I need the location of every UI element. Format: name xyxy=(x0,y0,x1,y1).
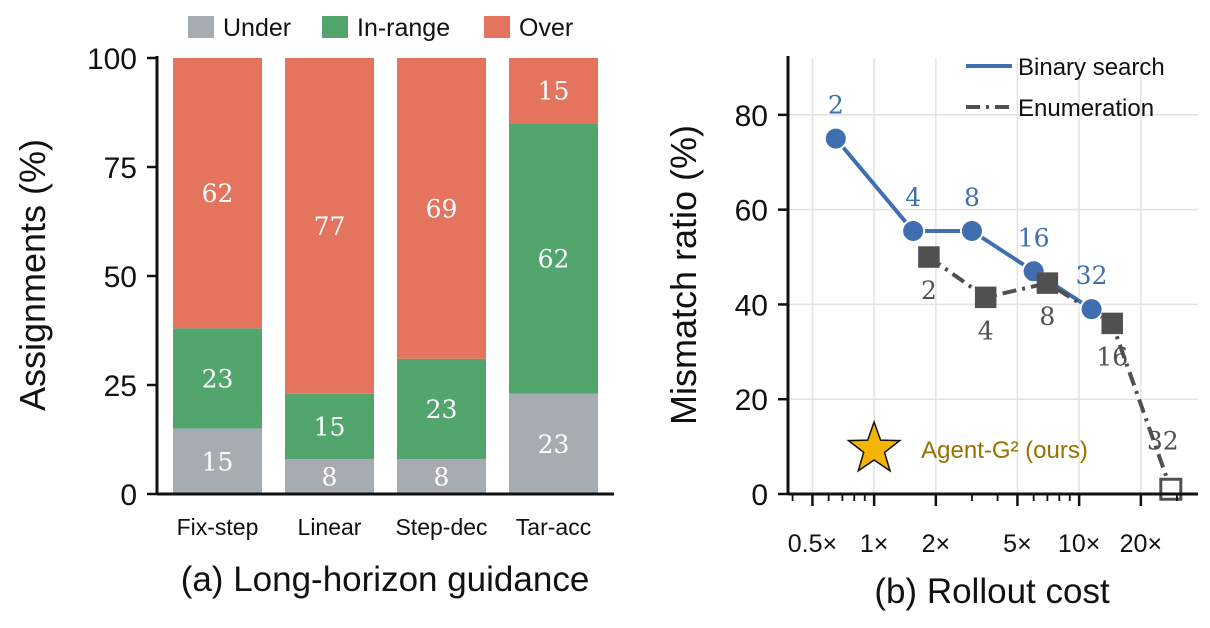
bar-value-label: 23 xyxy=(538,430,570,459)
x-tick-label: 0.5× xyxy=(788,530,837,558)
legend-b: Binary search Enumeration xyxy=(966,54,1165,122)
bar-under-step-dec xyxy=(397,459,486,494)
x-tick-label: Linear xyxy=(298,514,362,540)
legend-label: In-range xyxy=(357,14,450,42)
point-enumeration xyxy=(1036,272,1059,294)
y-tick-label: 0 xyxy=(751,479,768,512)
bar-value-label: 15 xyxy=(202,447,234,476)
bar-value-label: 15 xyxy=(538,77,570,106)
x-tick-label: 2× xyxy=(922,530,951,558)
point-label: 16 xyxy=(1096,342,1128,371)
legend-swatch-under xyxy=(188,16,214,38)
bar-over-fix-step xyxy=(173,58,262,329)
x-tick-label: 1× xyxy=(860,530,889,558)
bar-in-range-fix-step xyxy=(173,328,262,429)
bar-under-tar-acc xyxy=(509,393,598,494)
annotation-label: Agent-G² (ours) xyxy=(921,437,1088,464)
point-enumeration xyxy=(1101,312,1123,335)
x-ticks-b: 0.5× 1× 2× 5× 10× 20× xyxy=(788,494,1178,558)
point-label: 32 xyxy=(1147,426,1179,455)
x-tick-label: 10× xyxy=(1058,530,1100,558)
y-tick-label: 75 xyxy=(104,152,137,185)
bar-in-range-step-dec xyxy=(397,358,486,460)
y-tick-label: 100 xyxy=(87,43,137,76)
x-tick-label: Tar-acc xyxy=(516,514,591,540)
point-label: 16 xyxy=(1018,223,1050,252)
legend-label: Under xyxy=(223,14,291,42)
x-tick-label: Fix-step xyxy=(177,514,259,540)
y-tick-label: 0 xyxy=(120,479,137,512)
plot-area-b: 2 4 8 16 32 2 4 8 16 32 xyxy=(823,91,1183,501)
bar-value-label: 15 xyxy=(314,412,346,441)
y-tick-label: 20 xyxy=(735,384,768,417)
x-tick-label: 20× xyxy=(1120,530,1162,558)
bar-value-label: 23 xyxy=(426,395,458,424)
point-label: 4 xyxy=(905,183,921,212)
point-binary-search xyxy=(1079,297,1104,322)
bar-value-label: 8 xyxy=(322,463,338,492)
annotation-b: Agent-G² (ours) xyxy=(846,419,1088,473)
y-tick-label: 25 xyxy=(104,370,137,403)
y-tick-label: 80 xyxy=(735,100,768,133)
y-axis-label-b: Mismatch ratio (%) xyxy=(663,125,704,425)
point-label: 2 xyxy=(828,91,844,120)
bar-value-label: 8 xyxy=(434,463,450,492)
panel-a: 15 23 62 8 15 77 8 23 69 23 62 15 0 25 50 75 100 Fix-st… xyxy=(12,14,614,599)
star-icon xyxy=(846,419,902,473)
legend-label: Binary search xyxy=(1018,54,1165,81)
y-axis-label-a: Assignments (%) xyxy=(12,139,53,411)
bar-under-fix-step xyxy=(173,428,262,494)
x-tick-label: Step-dec xyxy=(395,514,487,540)
point-label: 8 xyxy=(964,183,980,212)
legend-label: Over xyxy=(519,14,573,42)
caption-b: (b) Rollout cost xyxy=(874,572,1110,611)
legend-swatch-over xyxy=(484,16,510,38)
point-binary-search xyxy=(959,218,984,243)
point-label: 4 xyxy=(978,316,994,345)
bar-in-range-tar-acc xyxy=(509,123,598,394)
series-line-enumeration xyxy=(927,255,1173,490)
grid-b xyxy=(788,58,1198,494)
bar-over-tar-acc xyxy=(509,58,598,124)
point-label: 2 xyxy=(921,276,937,305)
y-ticks-b: 0 20 40 60 80 xyxy=(735,100,788,512)
bar-in-range-linear xyxy=(285,393,374,460)
y-tick-label: 40 xyxy=(735,289,768,322)
y-tick-label: 50 xyxy=(104,261,137,294)
legend-label: Enumeration xyxy=(1018,95,1154,122)
bar-value-label: 69 xyxy=(426,194,458,223)
bar-value-label: 77 xyxy=(314,212,346,241)
bar-value-label: 23 xyxy=(202,364,234,393)
y-ticks-a: 0 25 50 75 100 xyxy=(87,43,157,512)
point-enumeration xyxy=(974,286,997,309)
bar-value-label: 62 xyxy=(538,245,570,274)
y-tick-label: 60 xyxy=(735,195,768,228)
point-binary-search xyxy=(901,218,926,243)
point-binary-search xyxy=(823,126,848,151)
point-enumeration xyxy=(918,246,940,268)
point-label: 8 xyxy=(1039,302,1055,331)
caption-a: (a) Long-horizon guidance xyxy=(181,560,590,599)
legend-swatch-in-range xyxy=(322,16,348,38)
bar-under-linear xyxy=(285,459,374,494)
x-tick-label: 5× xyxy=(1003,530,1032,558)
bar-area-a: 15 23 62 8 15 77 8 23 69 23 62 15 xyxy=(173,58,598,494)
legend-a: Under In-range Over xyxy=(188,14,573,42)
panel-b: 2 4 8 16 32 2 4 8 16 32 0 20 40 60 80 0.5× 1× 2× 5× 10× 20… xyxy=(663,54,1198,611)
bar-over-step-dec xyxy=(397,58,486,359)
point-label: 32 xyxy=(1076,261,1108,290)
bar-over-linear xyxy=(285,58,374,394)
bar-value-label: 62 xyxy=(202,179,234,208)
x-ticks-a: Fix-step Linear Step-dec Tar-acc xyxy=(177,514,592,540)
